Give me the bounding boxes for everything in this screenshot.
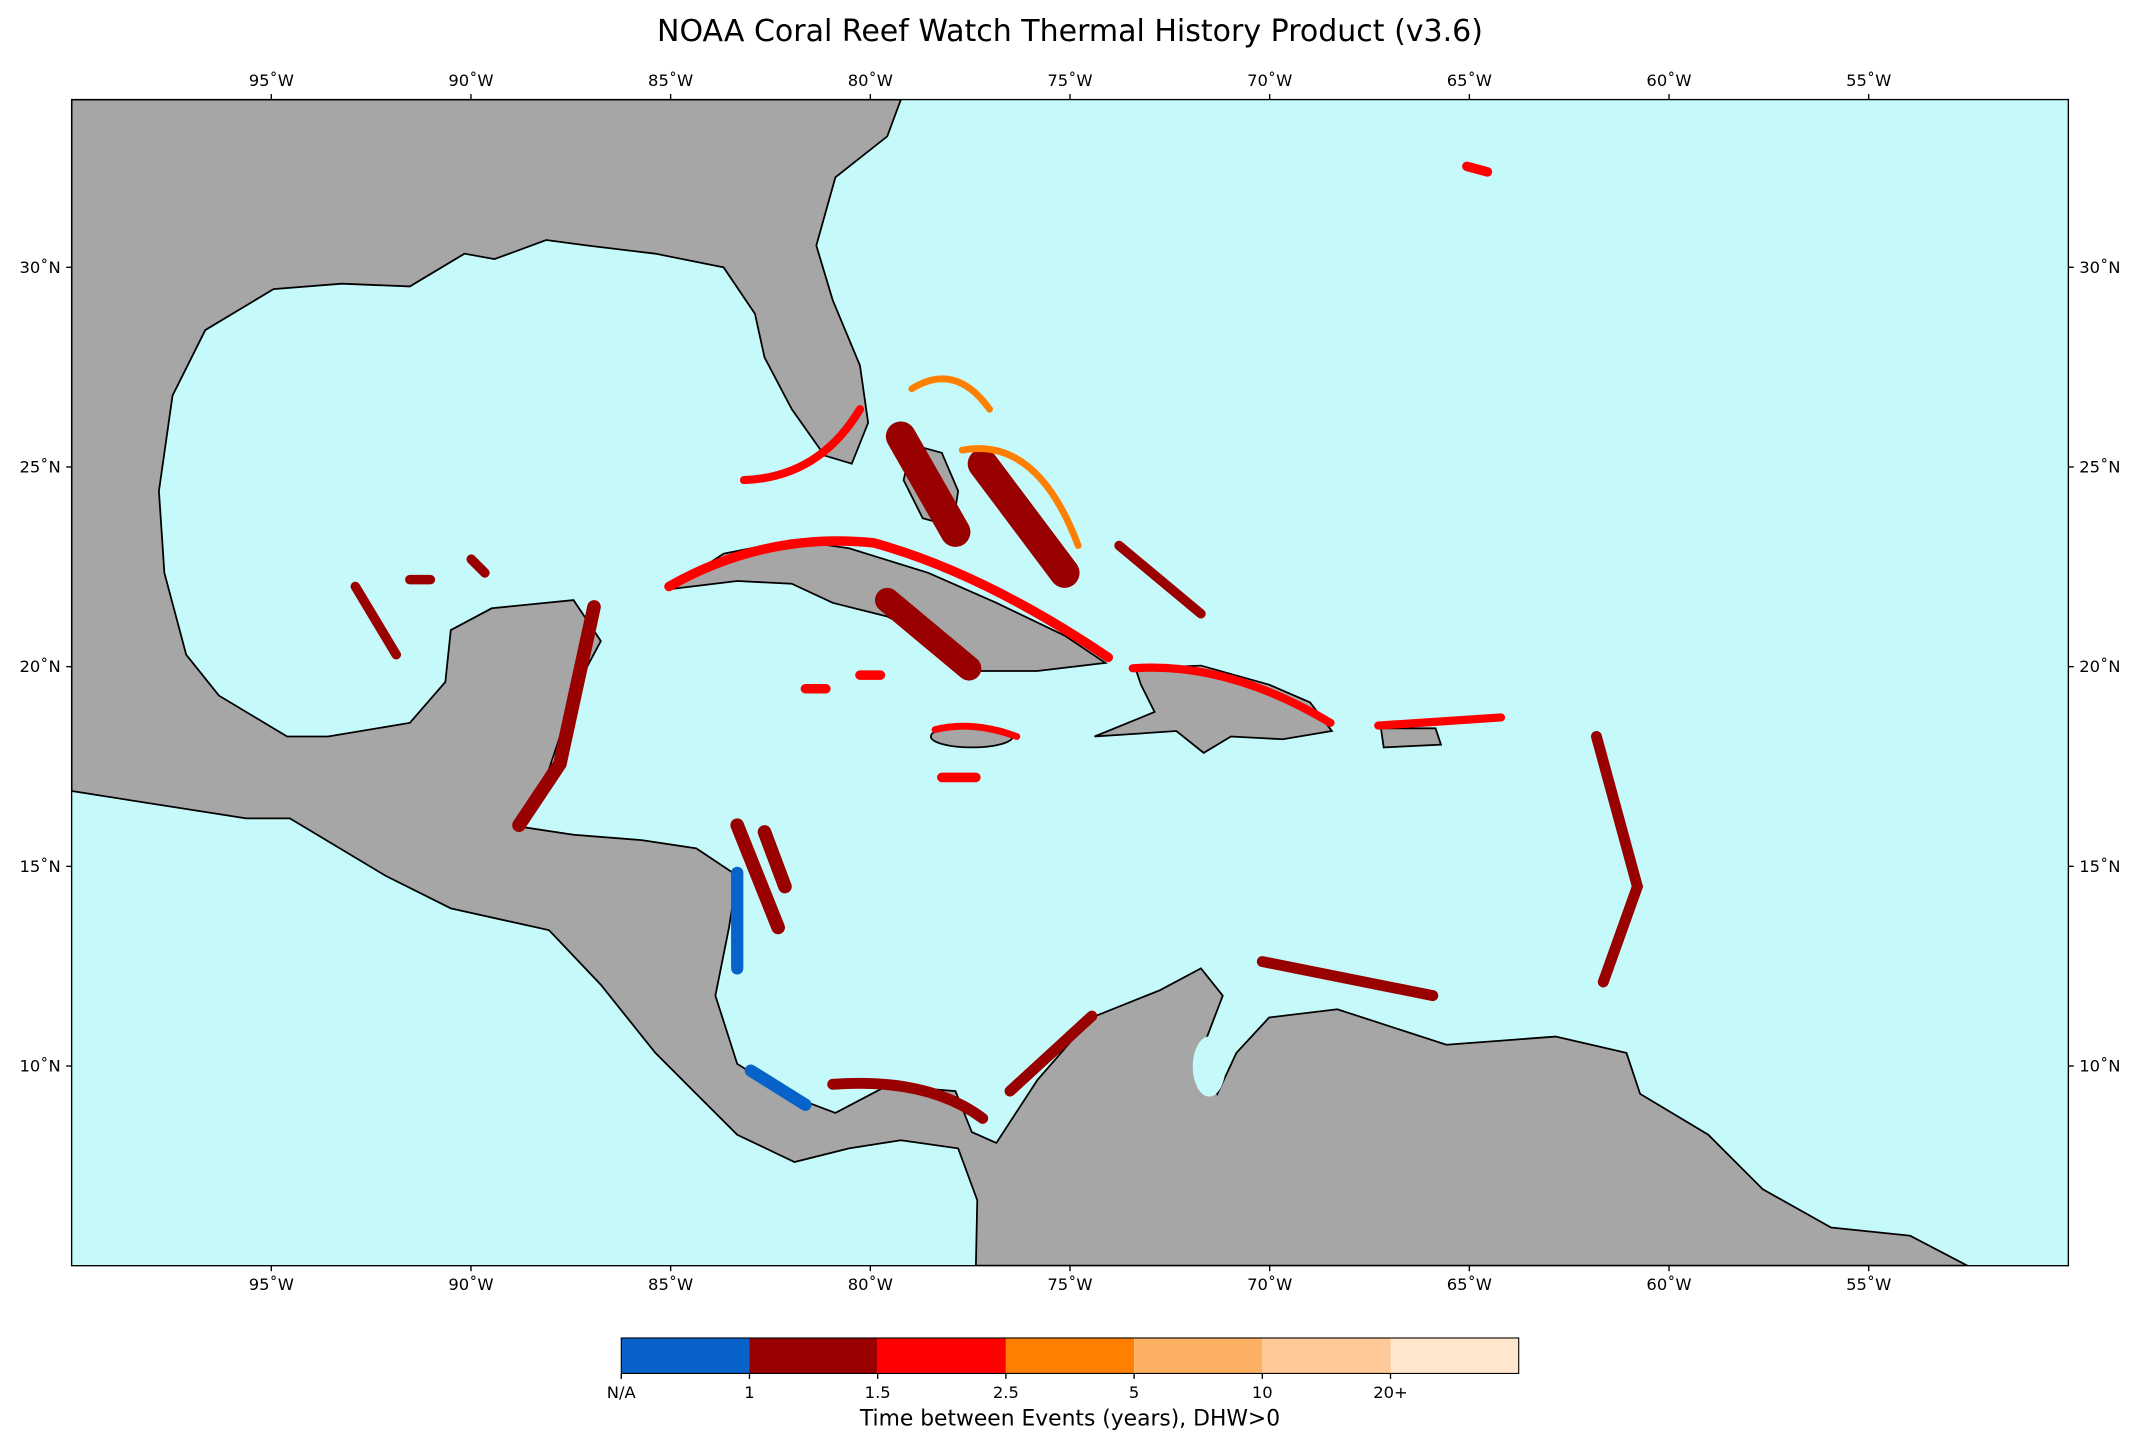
- colorbar-frame: [620, 1337, 1520, 1374]
- colorbar-label: N/A: [607, 1383, 637, 1402]
- title: NOAA Coral Reef Watch Thermal History Pr…: [657, 14, 1483, 49]
- reef: [512, 600, 601, 832]
- lake-maracaibo: [1192, 1036, 1226, 1097]
- colorbar-segment: [1005, 1337, 1135, 1374]
- reef: [664, 536, 1113, 663]
- colorbar-segment: [749, 1337, 878, 1374]
- lon-tick-label: 75˚W: [1047, 1275, 1092, 1294]
- lon-tick-label: 80˚W: [848, 71, 893, 90]
- reef: [908, 375, 1082, 549]
- lat-tick-label: 30˚N: [2079, 258, 2120, 277]
- colorbar-segment: [877, 1337, 1006, 1374]
- reef: [730, 818, 792, 935]
- colorbar-label: 1.5: [865, 1383, 891, 1402]
- map: [70, 98, 2070, 1267]
- lon-tick-label: 80˚W: [848, 1275, 893, 1294]
- mainland: [71, 99, 1968, 1266]
- lon-tick-label: 70˚W: [1247, 71, 1292, 90]
- lat-tick-label: 15˚N: [2079, 857, 2120, 876]
- lon-tick-label: 90˚W: [448, 1275, 493, 1294]
- colorbar-segment: [1262, 1337, 1391, 1374]
- lon-tick-label: 95˚W: [249, 71, 294, 90]
- reef-pixels: [350, 161, 1644, 1124]
- colorbar: N/A 1 1.5 2.5 5 10 20+: [607, 1337, 1520, 1402]
- colorbar-title: Time between Events (years), DHW>0: [859, 1406, 1280, 1431]
- reef: [885, 421, 1080, 588]
- reef: [1128, 663, 1506, 730]
- lon-tick-label: 60˚W: [1646, 71, 1691, 90]
- reef: [739, 405, 865, 485]
- lon-tick-label: 85˚W: [648, 71, 693, 90]
- lon-tick-label: 70˚W: [1247, 1275, 1292, 1294]
- lon-tick-label: 75˚W: [1047, 71, 1092, 90]
- colorbar-segment: [1390, 1337, 1519, 1374]
- reef: [874, 587, 982, 681]
- lon-tick-label: 55˚W: [1846, 71, 1891, 90]
- lon-tick-label: 65˚W: [1447, 71, 1492, 90]
- reef: [350, 540, 1206, 660]
- hispaniola: [1094, 664, 1334, 754]
- lat-tick-label: 30˚N: [19, 258, 60, 277]
- lon-tick-label: 65˚W: [1447, 1275, 1492, 1294]
- reef: [800, 161, 1493, 783]
- lon-tick-label: 90˚W: [448, 71, 493, 90]
- puerto-rico: [1379, 727, 1443, 749]
- lat-tick-label: 15˚N: [19, 857, 60, 876]
- colorbar-label: 5: [1129, 1383, 1139, 1402]
- colorbar-label: 1: [744, 1383, 754, 1402]
- colorbar-segment: [621, 1337, 750, 1374]
- colorbar-label: 20+: [1373, 1383, 1408, 1402]
- lat-tick-label: 25˚N: [19, 457, 60, 476]
- lat-tick-label: 10˚N: [2079, 1056, 2120, 1075]
- colorbar-segment: [1134, 1337, 1263, 1374]
- lon-tick-label: 60˚W: [1646, 1275, 1691, 1294]
- lon-tick-label: 95˚W: [249, 1275, 294, 1294]
- lat-tick-label: 20˚N: [19, 657, 60, 676]
- reef: [827, 1010, 1098, 1124]
- lat-tick-label: 20˚N: [2079, 657, 2120, 676]
- lat-tick-label: 25˚N: [2079, 457, 2120, 476]
- reef: [931, 722, 1021, 740]
- lon-tick-label: 55˚W: [1846, 1275, 1891, 1294]
- lat-tick-label: 10˚N: [19, 1056, 60, 1075]
- lon-tick-label: 85˚W: [648, 1275, 693, 1294]
- reef: [1256, 731, 1644, 1002]
- colorbar-label: 2.5: [993, 1383, 1019, 1402]
- colorbar-label: 10: [1252, 1383, 1273, 1402]
- reef: [731, 866, 812, 1111]
